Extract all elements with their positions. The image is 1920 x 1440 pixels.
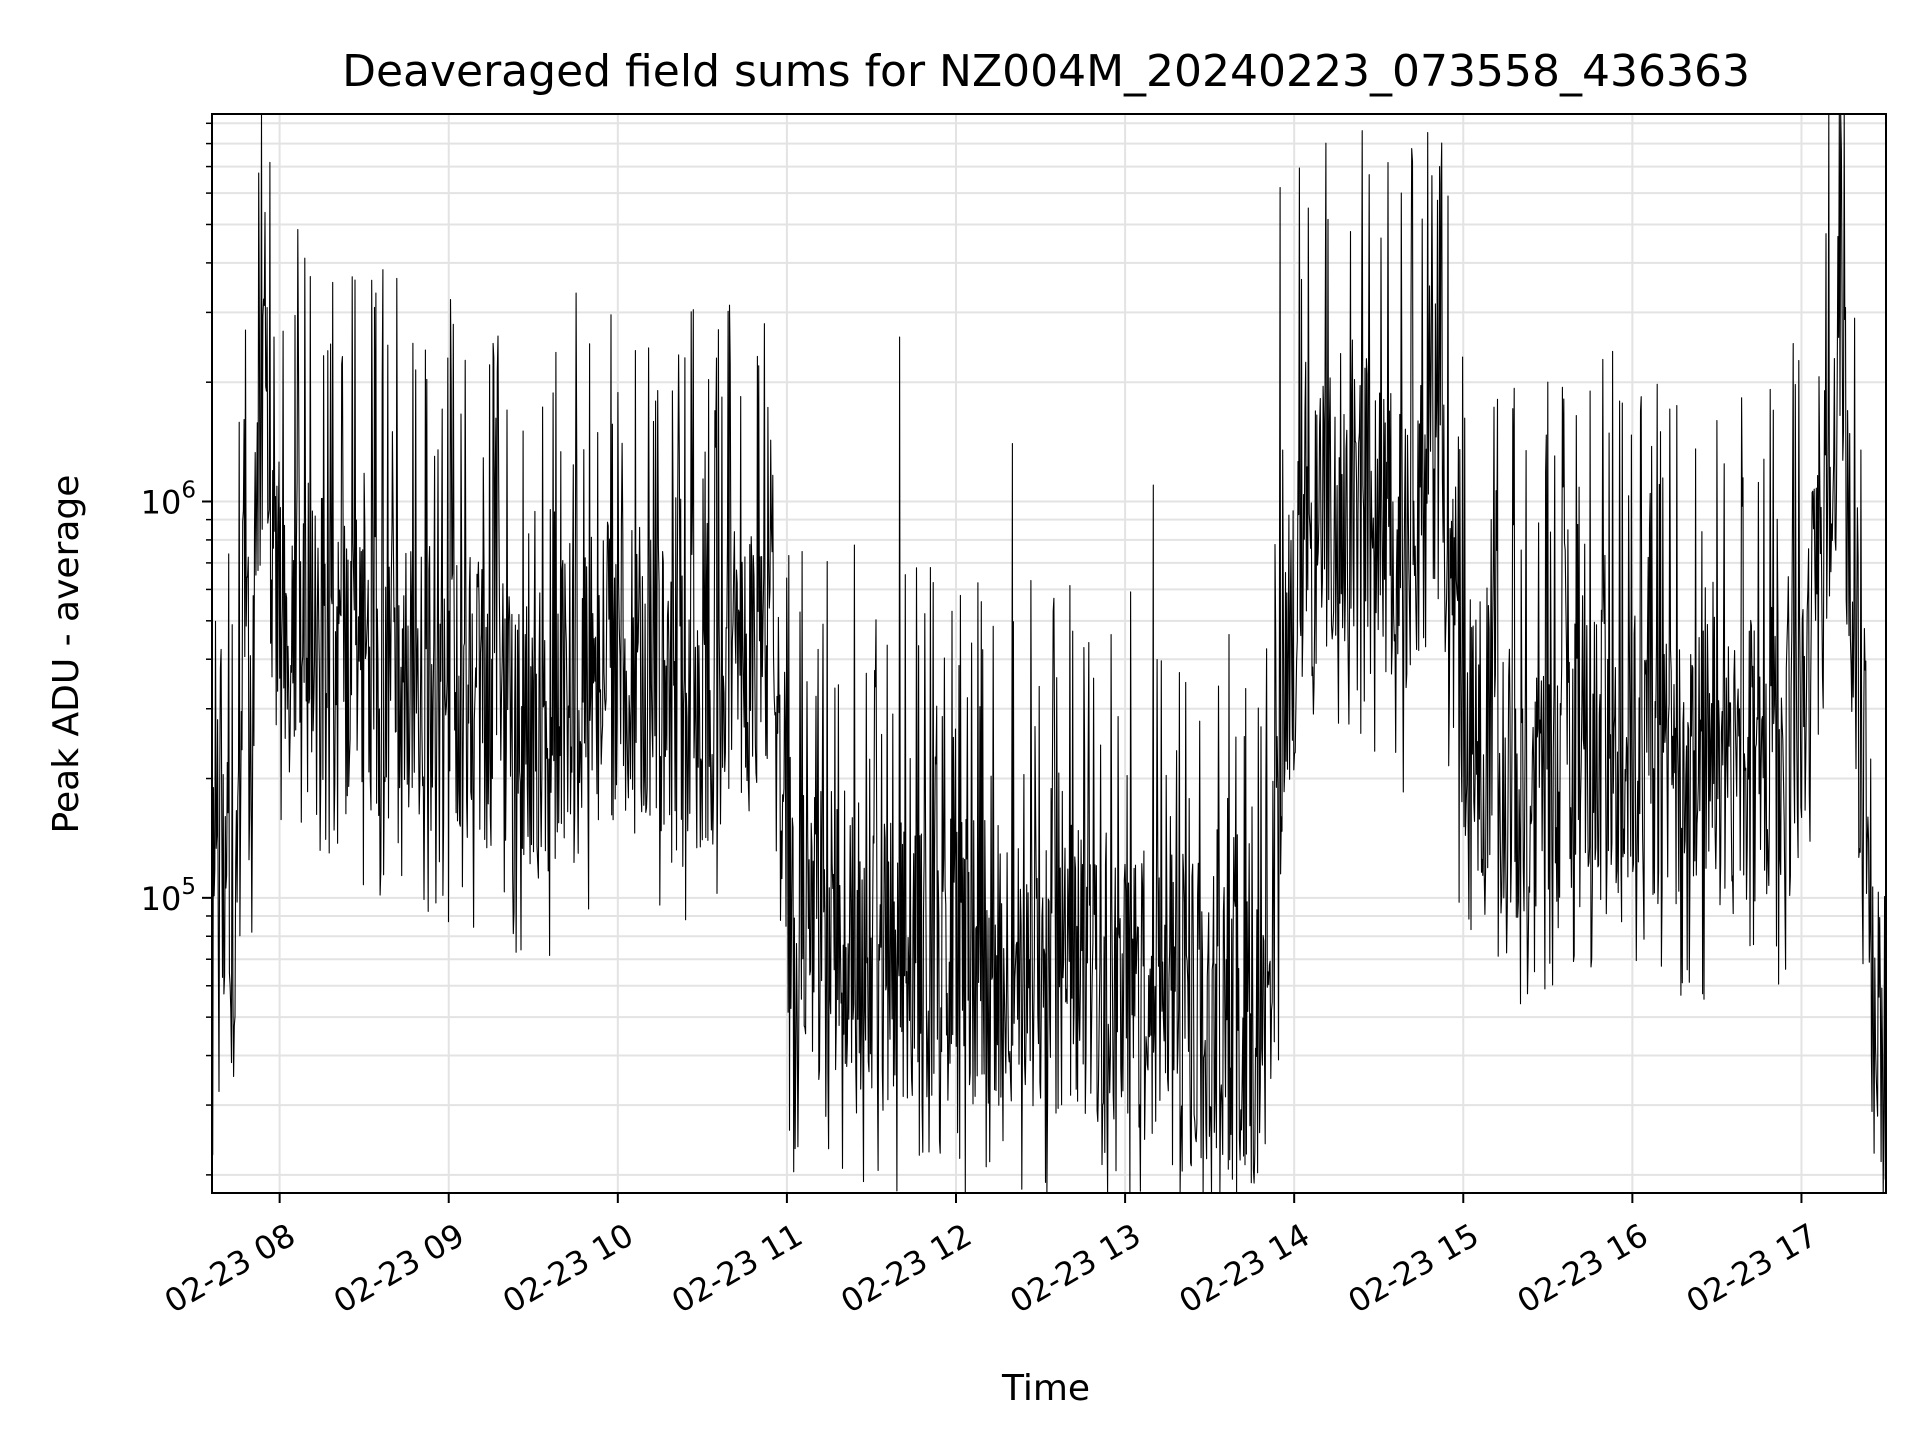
- y-tick-exponent: 5: [181, 874, 196, 900]
- y-tick-base: 10: [141, 484, 182, 522]
- chart-title: Deaveraged field sums for NZ004M_2024022…: [342, 46, 1750, 97]
- y-axis-label: Peak ADU - average: [46, 475, 87, 834]
- series-path: [211, 113, 1887, 1194]
- series-line: [211, 113, 1887, 1194]
- y-tick-label: 106: [141, 478, 196, 522]
- plot-frame: [211, 113, 1887, 1194]
- y-tick-base: 10: [141, 880, 182, 918]
- y-tick-label: 105: [141, 874, 196, 918]
- y-tick-exponent: 6: [181, 478, 196, 504]
- x-axis-label: Time: [1001, 1368, 1090, 1409]
